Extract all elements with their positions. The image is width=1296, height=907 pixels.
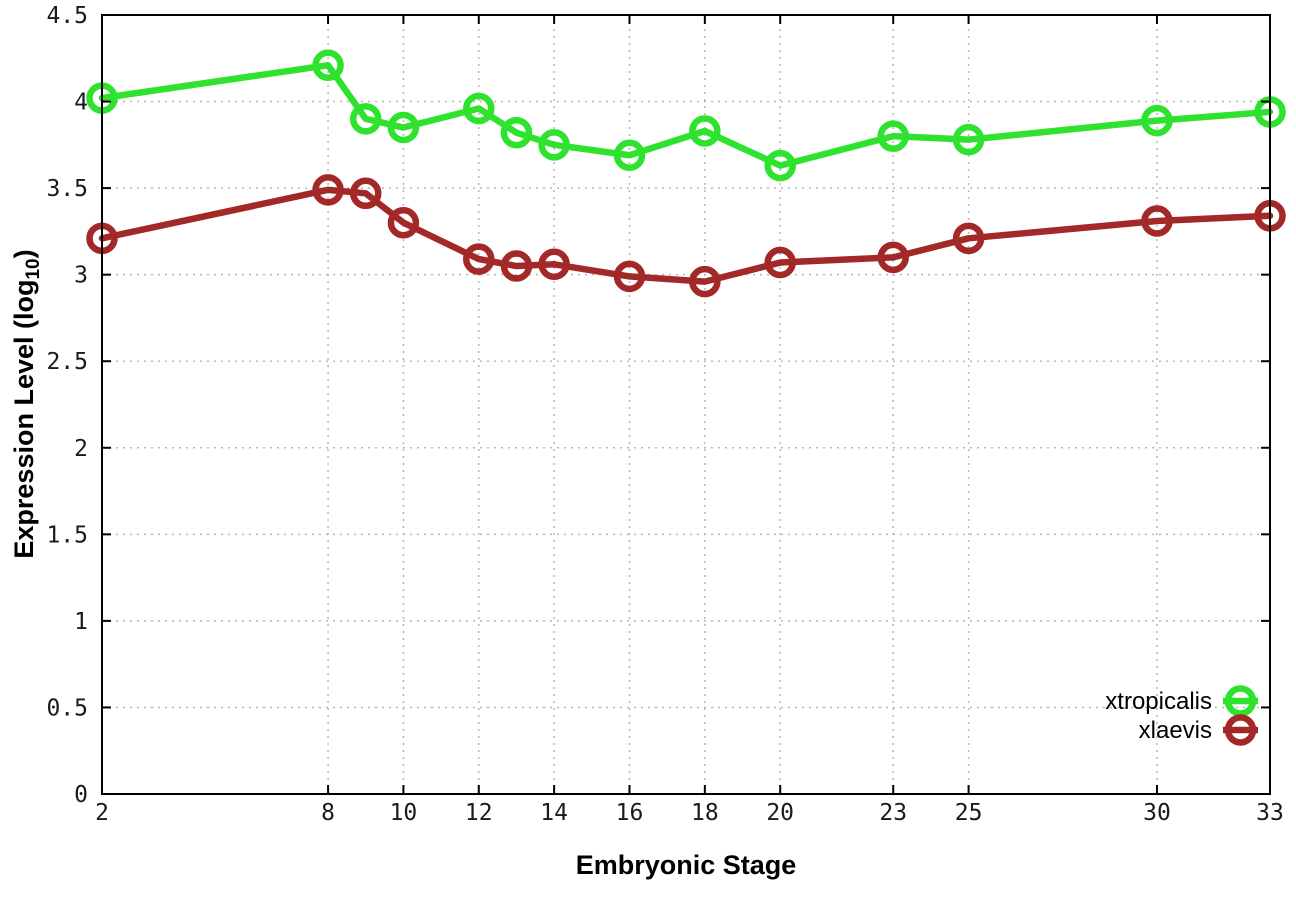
data-point-marker — [952, 222, 985, 255]
data-point-marker — [764, 149, 796, 182]
y-tick-label: 2.5 — [46, 349, 88, 375]
data-point-marker — [764, 246, 796, 279]
data-point-marker — [613, 260, 646, 293]
data-point-marker — [877, 120, 909, 152]
y-tick-label: 1.5 — [46, 522, 88, 548]
x-tick-label: 25 — [955, 800, 983, 826]
data-point-marker — [538, 129, 570, 161]
data-point-marker — [312, 174, 344, 206]
series-line-xlaevis — [98, 186, 1274, 285]
y-tick-label: 4.5 — [46, 3, 88, 29]
plot-border — [101, 14, 1271, 795]
data-point-marker — [349, 177, 382, 210]
data-point-marker — [689, 115, 721, 147]
x-axis-title: Embryonic Stage — [576, 850, 797, 880]
x-tick-label: 20 — [766, 800, 794, 826]
y-tick-label: 2 — [74, 436, 88, 462]
x-tick-label: 8 — [321, 800, 335, 826]
y-tick-label: 3.5 — [46, 176, 88, 202]
x-tick-label: 16 — [616, 800, 644, 826]
data-series — [86, 49, 1286, 298]
data-point-marker — [1141, 205, 1173, 237]
series-line-xtropicalis — [98, 61, 1274, 169]
legend-marker — [1224, 685, 1257, 717]
legend-marker — [1224, 714, 1257, 746]
data-point-marker — [387, 111, 420, 144]
axis-ticks — [101, 14, 1271, 795]
axis-tick-labels: 2 8 10 12 14 16 18 20 23 25 30 33 0 0.5 1 1.5 2 2.5 3 3.5 4 4… — [46, 3, 1283, 826]
y-tick-label: 3 — [74, 263, 88, 289]
data-point-marker — [538, 248, 570, 281]
x-tick-label: 23 — [879, 800, 907, 826]
legend-label-xtropicalis: xtropicalis — [1105, 688, 1212, 715]
legend-row-xlaevis: xlaevis — [1139, 714, 1258, 746]
data-point-marker — [387, 206, 420, 239]
data-point-marker — [463, 92, 495, 125]
data-point-marker — [500, 116, 533, 149]
data-point-marker — [689, 265, 721, 298]
legend-row-xtropicalis: xtropicalis — [1105, 685, 1258, 717]
data-point-marker — [1141, 104, 1173, 137]
gridlines — [101, 14, 1271, 795]
x-tick-label: 18 — [691, 800, 719, 826]
x-tick-label: 2 — [95, 800, 109, 826]
x-tick-label: 33 — [1256, 800, 1284, 826]
data-point-marker — [877, 241, 909, 274]
y-tick-label: 0.5 — [46, 695, 88, 721]
data-point-marker — [500, 250, 533, 282]
data-point-marker — [312, 49, 344, 81]
x-tick-label: 14 — [540, 800, 568, 826]
x-tick-label: 10 — [390, 800, 418, 826]
data-point-marker — [349, 103, 382, 135]
y-tick-label: 1 — [74, 609, 88, 635]
data-point-marker — [952, 123, 985, 156]
data-point-marker — [613, 139, 646, 171]
y-axis-title: Expression Level (log10) — [9, 249, 44, 558]
x-tick-label: 30 — [1143, 800, 1171, 826]
plot-border-rect — [101, 14, 1271, 795]
x-tick-label: 12 — [465, 800, 493, 826]
data-point-marker — [463, 243, 495, 275]
y-tick-label: 0 — [74, 782, 88, 808]
legend-label-xlaevis: xlaevis — [1139, 717, 1212, 744]
y-tick-label: 4 — [74, 90, 88, 116]
